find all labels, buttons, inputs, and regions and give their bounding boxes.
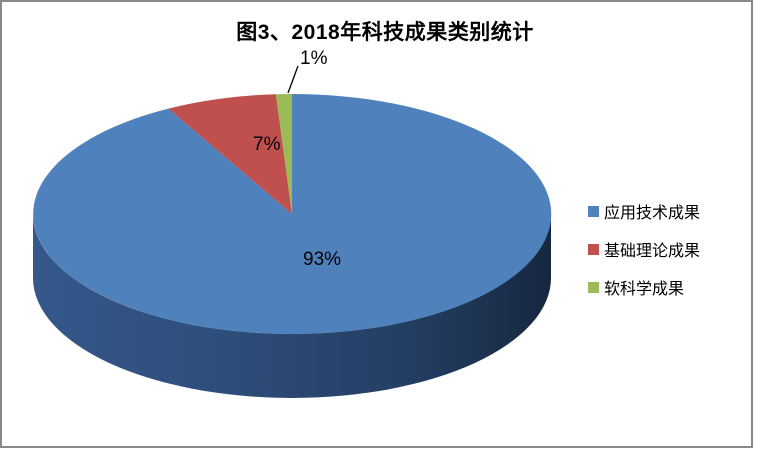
legend-item-applied[interactable]: 应用技术成果 — [588, 200, 700, 222]
pie-slice-applied-tech[interactable] — [33, 93, 552, 334]
legend-item-soft[interactable]: 软科学成果 — [588, 276, 700, 298]
pie-side-wall — [33, 214, 551, 398]
data-label-soft: 1% — [300, 48, 328, 69]
pie-slice-basic-theory[interactable] — [168, 94, 292, 214]
data-label-applied: 93% — [303, 249, 342, 270]
legend-label-soft: 软科学成果 — [604, 281, 685, 298]
legend-label-basic: 基础理论成果 — [604, 243, 701, 260]
legend-item-basic[interactable]: 基础理论成果 — [588, 238, 700, 260]
legend: 应用技术成果 基础理论成果 软科学成果 — [588, 200, 700, 314]
pie-slice-soft-science[interactable] — [275, 93, 292, 214]
legend-swatch-basic — [588, 243, 599, 255]
legend-swatch-applied — [588, 205, 599, 217]
label-leader-line — [287, 65, 299, 94]
chart-title: 图3、2018年科技成果类别统计 — [236, 21, 534, 44]
data-label-basic: 7% — [253, 134, 281, 155]
legend-swatch-soft — [588, 281, 599, 293]
legend-label-applied: 应用技术成果 — [604, 205, 701, 222]
